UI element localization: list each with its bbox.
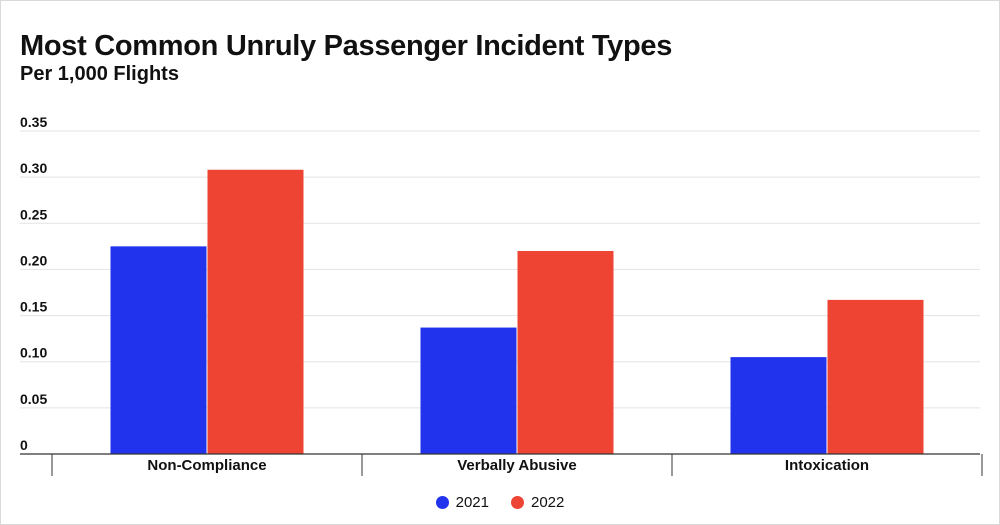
category-labels: Non-Compliance Verbally Abusive Intoxicati… — [147, 457, 869, 474]
chart-title: Most Common Unruly Passenger Incident Ty… — [20, 30, 673, 62]
y-tick-label: 0.10 — [20, 345, 47, 361]
x-axis — [20, 453, 983, 476]
category-label: Verbally Abusive — [457, 457, 577, 474]
legend-label-2022: 2022 — [531, 494, 565, 511]
legend-label-2021: 2021 — [455, 494, 489, 511]
category-label: Non-Compliance — [147, 457, 266, 474]
y-tick-label: 0.20 — [20, 252, 47, 268]
legend-swatch-2021 — [435, 496, 449, 509]
bar-2022-0 — [207, 169, 304, 454]
category-label: Intoxication — [785, 457, 869, 474]
bar-2021-1 — [420, 327, 517, 454]
y-tick-label: 0 — [20, 437, 28, 453]
bar-2022-1 — [517, 250, 614, 454]
bar-2021-0 — [110, 246, 207, 454]
legend: 2021 2022 — [0, 494, 1000, 511]
y-tick-label: 0.05 — [20, 391, 47, 407]
bar-2022-2 — [827, 299, 924, 454]
legend-item-2021[interactable]: 2021 — [435, 494, 489, 511]
bar-2021-2 — [730, 357, 827, 454]
bars — [110, 169, 924, 454]
legend-swatch-2022 — [511, 496, 524, 509]
legend-item-2022[interactable]: 2022 — [511, 494, 564, 511]
y-tick-label: 0.15 — [20, 299, 47, 315]
y-tick-label: 0.30 — [20, 160, 47, 176]
y-axis-ticks: 0 0.05 0.10 0.15 0.20 0.25 0.30 0.35 — [20, 114, 47, 453]
y-tick-label: 0.25 — [20, 206, 47, 222]
chart-subtitle: Per 1,000 Flights — [20, 63, 179, 85]
y-tick-label: 0.35 — [20, 114, 47, 130]
